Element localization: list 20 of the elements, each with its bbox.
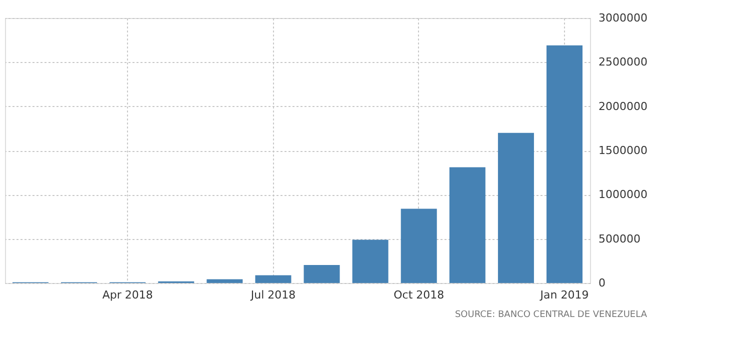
y-tick-label: 1500000 (598, 144, 648, 157)
y-tick-label: 1000000 (598, 188, 648, 202)
bar (498, 132, 534, 283)
bar (206, 279, 243, 283)
y-tick-label: 0 (598, 276, 606, 290)
bar (304, 264, 340, 283)
x-tick-label: Apr 2018 (102, 288, 153, 302)
bar (400, 208, 437, 283)
bar (255, 275, 292, 283)
y-tick-label: 500000 (598, 232, 640, 246)
bar (546, 45, 583, 283)
y-tick-label: 2000000 (598, 100, 648, 113)
y-tick-label: 3000000 (598, 12, 648, 24)
bar (352, 240, 388, 283)
source-note: SOURCE: BANCO CENTRAL DE VENEZUELA (454, 310, 648, 320)
bar (449, 167, 486, 283)
y-tick-label: 2500000 (598, 56, 648, 69)
x-tick-label: Jul 2018 (250, 288, 296, 302)
x-tick-label: Oct 2018 (394, 288, 444, 302)
x-tick-label: Jan 2019 (539, 288, 589, 302)
